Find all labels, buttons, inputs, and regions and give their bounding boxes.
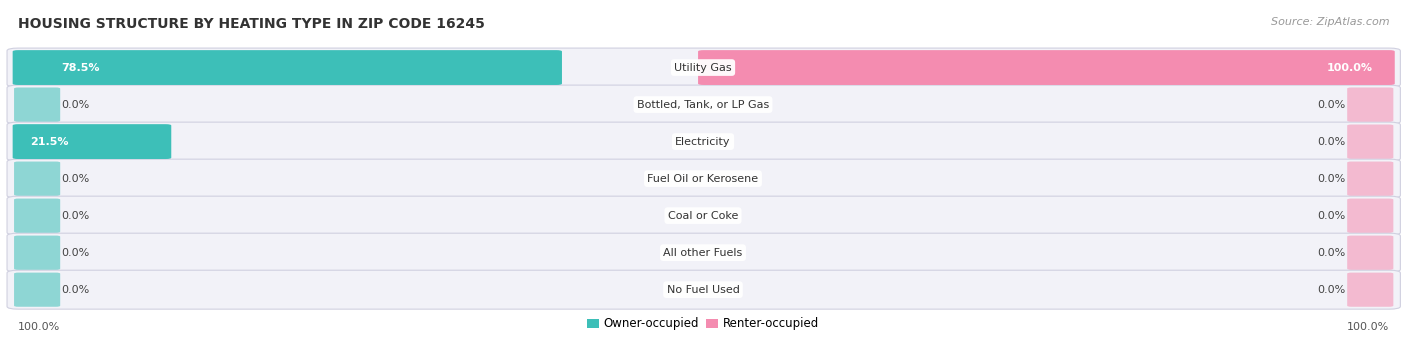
Text: 0.0%: 0.0% <box>1317 100 1346 109</box>
Text: 0.0%: 0.0% <box>1317 211 1346 221</box>
Text: Source: ZipAtlas.com: Source: ZipAtlas.com <box>1271 17 1389 27</box>
FancyBboxPatch shape <box>14 88 60 122</box>
FancyBboxPatch shape <box>1347 272 1393 307</box>
FancyBboxPatch shape <box>13 124 172 159</box>
Text: Coal or Coke: Coal or Coke <box>668 211 738 221</box>
Text: All other Fuels: All other Fuels <box>664 248 742 258</box>
Text: 78.5%: 78.5% <box>62 62 100 73</box>
Text: 0.0%: 0.0% <box>62 285 90 295</box>
FancyBboxPatch shape <box>7 270 1400 309</box>
FancyBboxPatch shape <box>14 272 60 307</box>
FancyBboxPatch shape <box>7 233 1400 272</box>
Text: HOUSING STRUCTURE BY HEATING TYPE IN ZIP CODE 16245: HOUSING STRUCTURE BY HEATING TYPE IN ZIP… <box>18 17 485 31</box>
Text: Utility Gas: Utility Gas <box>675 62 731 73</box>
Text: 0.0%: 0.0% <box>1317 248 1346 258</box>
Text: 100.0%: 100.0% <box>1326 62 1372 73</box>
FancyBboxPatch shape <box>14 198 60 233</box>
Text: 100.0%: 100.0% <box>18 322 60 332</box>
Text: 0.0%: 0.0% <box>62 174 90 183</box>
Text: 21.5%: 21.5% <box>30 137 69 147</box>
Text: 100.0%: 100.0% <box>1347 322 1389 332</box>
Text: Electricity: Electricity <box>675 137 731 147</box>
FancyBboxPatch shape <box>1347 198 1393 233</box>
FancyBboxPatch shape <box>13 50 562 85</box>
Text: 0.0%: 0.0% <box>62 248 90 258</box>
Text: Bottled, Tank, or LP Gas: Bottled, Tank, or LP Gas <box>637 100 769 109</box>
FancyBboxPatch shape <box>7 159 1400 198</box>
FancyBboxPatch shape <box>7 85 1400 124</box>
FancyBboxPatch shape <box>1347 236 1393 270</box>
Text: No Fuel Used: No Fuel Used <box>666 285 740 295</box>
FancyBboxPatch shape <box>697 50 1395 85</box>
Text: 0.0%: 0.0% <box>1317 285 1346 295</box>
Text: Fuel Oil or Kerosene: Fuel Oil or Kerosene <box>647 174 759 183</box>
Text: 0.0%: 0.0% <box>62 211 90 221</box>
FancyBboxPatch shape <box>1347 88 1393 122</box>
FancyBboxPatch shape <box>14 162 60 196</box>
FancyBboxPatch shape <box>7 48 1400 87</box>
FancyBboxPatch shape <box>1347 124 1393 159</box>
Text: 0.0%: 0.0% <box>1317 174 1346 183</box>
FancyBboxPatch shape <box>14 236 60 270</box>
FancyBboxPatch shape <box>1347 162 1393 196</box>
Text: 0.0%: 0.0% <box>62 100 90 109</box>
FancyBboxPatch shape <box>7 196 1400 235</box>
Legend: Owner-occupied, Renter-occupied: Owner-occupied, Renter-occupied <box>582 313 824 335</box>
Text: 0.0%: 0.0% <box>1317 137 1346 147</box>
FancyBboxPatch shape <box>7 122 1400 161</box>
